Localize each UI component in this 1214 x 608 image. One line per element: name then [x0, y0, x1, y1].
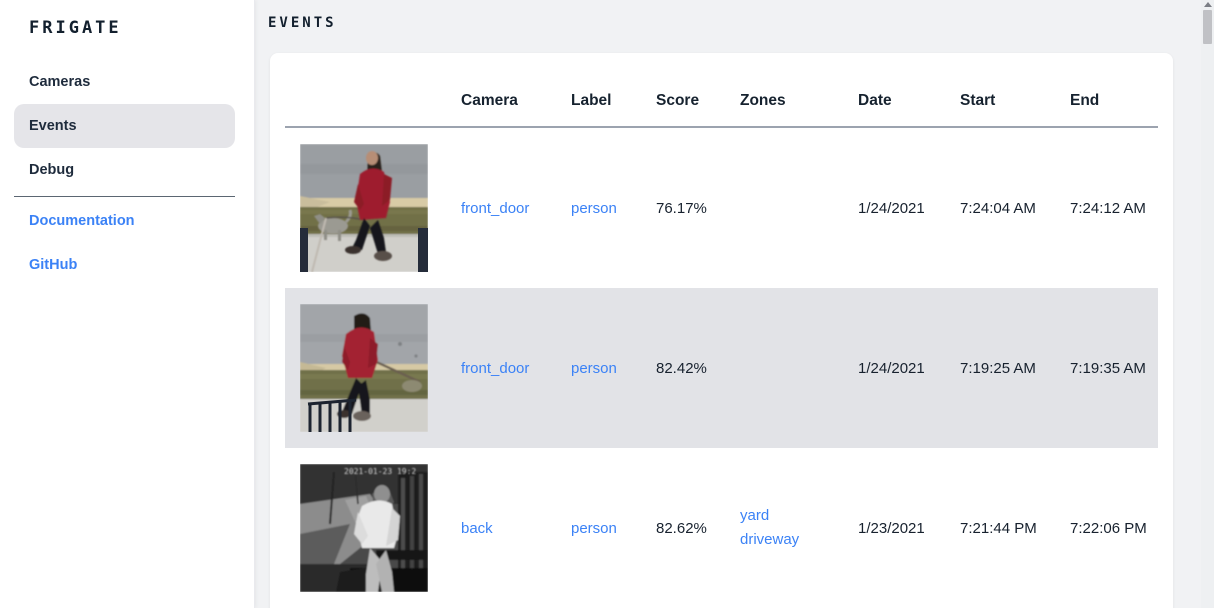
label-link[interactable]: person — [571, 519, 617, 537]
event-thumbnail-cell — [285, 127, 445, 288]
table-row[interactable]: front_door person 76.17% 1/24/2021 7:24:… — [285, 127, 1158, 288]
zone-link[interactable]: driveway — [740, 531, 800, 548]
sidebar-item-label: Debug — [29, 162, 75, 178]
scrollbar-up-arrow-icon[interactable] — [1204, 2, 1212, 7]
sidebar-item-cameras[interactable]: Cameras — [0, 60, 254, 104]
sidebar-link-label: Documentation — [29, 213, 135, 229]
event-camera: front_door — [445, 288, 555, 448]
zone-link[interactable]: yard — [740, 507, 770, 524]
events-card: Camera Label Score Zones Date Start End — [270, 53, 1173, 608]
label-link[interactable]: person — [571, 359, 617, 377]
event-start: 7:24:04 AM — [960, 199, 1036, 217]
event-camera: front_door — [445, 127, 555, 288]
sidebar-nav: Cameras Events Debug Documentation GitHu… — [0, 60, 254, 287]
column-header-zones: Zones — [724, 53, 842, 128]
sidebar-link-documentation[interactable]: Documentation — [0, 199, 254, 243]
camera-link[interactable]: back — [461, 519, 493, 537]
event-start: 7:19:25 AM — [960, 359, 1036, 377]
event-date: 1/23/2021 — [858, 519, 925, 537]
event-camera: back — [445, 448, 555, 608]
event-thumbnail[interactable] — [300, 304, 428, 432]
table-header: Camera Label Score Zones Date Start End — [285, 53, 1158, 128]
label-link[interactable]: person — [571, 199, 617, 217]
event-zones — [724, 127, 842, 288]
table-row-selected[interactable]: front_door person 82.42% 1/24/2021 7:19:… — [285, 288, 1158, 448]
sidebar-link-label: GitHub — [29, 257, 78, 273]
event-date: 1/24/2021 — [858, 199, 925, 217]
column-header-start: Start — [944, 53, 1054, 128]
events-table: Camera Label Score Zones Date Start End — [285, 53, 1158, 608]
event-zones — [724, 288, 842, 448]
event-thumbnail-cell: 2021-01-23 19:2 — [285, 448, 445, 608]
column-header-date: Date — [842, 53, 944, 128]
event-score: 76.17% — [656, 199, 707, 217]
sidebar-item-events[interactable]: Events — [14, 104, 235, 148]
page-title: EVENTS — [268, 15, 337, 31]
event-score: 82.62% — [656, 519, 707, 537]
column-header-end: End — [1054, 53, 1158, 128]
sidebar-divider — [14, 196, 235, 197]
event-end: 7:19:35 AM — [1070, 359, 1146, 377]
table-row[interactable]: 2021-01-23 19:2 back person 82.62% yard … — [285, 448, 1158, 608]
event-thumbnail[interactable]: 2021-01-23 19:2 — [300, 464, 428, 592]
camera-link[interactable]: front_door — [461, 199, 530, 217]
event-date: 1/24/2021 — [858, 359, 925, 377]
event-zones: yard driveway — [724, 448, 842, 608]
sidebar-item-debug[interactable]: Debug — [0, 148, 254, 192]
column-header-thumbnail — [285, 53, 445, 128]
event-label: person — [555, 288, 640, 448]
scrollbar-thumb[interactable] — [1203, 10, 1212, 44]
camera-link[interactable]: front_door — [461, 359, 530, 377]
column-header-label: Label — [555, 53, 640, 128]
event-end: 7:24:12 AM — [1070, 199, 1146, 217]
main-content: EVENTS Camera Label Score Zones Date Sta… — [255, 0, 1214, 608]
sidebar-link-github[interactable]: GitHub — [0, 243, 254, 287]
column-header-camera: Camera — [445, 53, 555, 128]
column-header-score: Score — [640, 53, 724, 128]
event-label: person — [555, 448, 640, 608]
app-logo: FRIGATE — [29, 18, 122, 38]
event-label: person — [555, 127, 640, 288]
vertical-scrollbar[interactable] — [1201, 0, 1214, 608]
sidebar: FRIGATE Cameras Events Debug Documentati… — [0, 0, 255, 608]
event-thumbnail-cell — [285, 288, 445, 448]
event-score: 82.42% — [656, 359, 707, 377]
sidebar-item-label: Cameras — [29, 74, 91, 90]
event-start: 7:21:44 PM — [960, 519, 1037, 537]
svg-text:2021-01-23 19:2: 2021-01-23 19:2 — [344, 467, 416, 476]
sidebar-item-label: Events — [29, 118, 77, 134]
event-end: 7:22:06 PM — [1070, 519, 1147, 537]
event-thumbnail[interactable] — [300, 144, 428, 272]
